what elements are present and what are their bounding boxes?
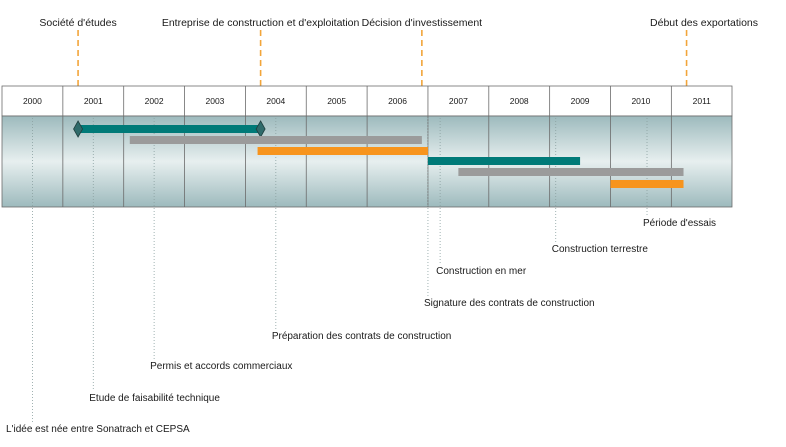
- year-label-2011: 2011: [693, 96, 712, 106]
- year-label-2006: 2006: [388, 96, 407, 106]
- milestone-label: Société d'études: [39, 17, 116, 29]
- year-label-2002: 2002: [145, 96, 164, 106]
- year-label-2007: 2007: [449, 96, 468, 106]
- gantt-bar: [427, 157, 581, 165]
- gantt-bar: [458, 168, 684, 176]
- gantt-bar: [129, 136, 422, 144]
- year-columns: 2000 2001 2002 2003 2004 2005 2006 2007 2008 2009…: [23, 86, 711, 207]
- milestone-label: Décision d'investissement: [362, 17, 483, 29]
- year-label-2000: 2000: [23, 96, 42, 106]
- year-label-2008: 2008: [510, 96, 529, 106]
- year-label-2005: 2005: [327, 96, 346, 106]
- gantt-bar: [610, 180, 684, 188]
- gantt-bar: [257, 147, 428, 155]
- bar-layer: [73, 120, 684, 188]
- year-label-2004: 2004: [266, 96, 285, 106]
- event-label: Période d'essais: [643, 218, 716, 229]
- event-layer: L'idée est née entre Sonatrach et CEPSA E…: [6, 118, 716, 435]
- event-label: Signature des contrats de construction: [424, 298, 595, 309]
- event-label: Préparation des contrats de construction: [272, 331, 452, 342]
- event-label: Permis et accords commerciaux: [150, 361, 292, 372]
- gantt-bar: [78, 125, 261, 133]
- event-label: Etude de faisabilité technique: [89, 393, 220, 404]
- event-label: Construction terrestre: [552, 244, 649, 255]
- milestone-layer: Société d'études Entreprise de constructi…: [39, 17, 758, 86]
- milestone-label: Début des exportations: [650, 17, 758, 29]
- event-label: L'idée est née entre Sonatrach et CEPSA: [6, 424, 190, 435]
- event-label: Construction en mer: [436, 266, 527, 277]
- bar-end-diamond: [73, 120, 84, 138]
- year-label-2009: 2009: [571, 96, 590, 106]
- milestone-label: Entreprise de construction et d'exploita…: [162, 17, 360, 29]
- year-label-2003: 2003: [206, 96, 225, 106]
- year-label-2010: 2010: [631, 96, 650, 106]
- year-label-2001: 2001: [84, 96, 103, 106]
